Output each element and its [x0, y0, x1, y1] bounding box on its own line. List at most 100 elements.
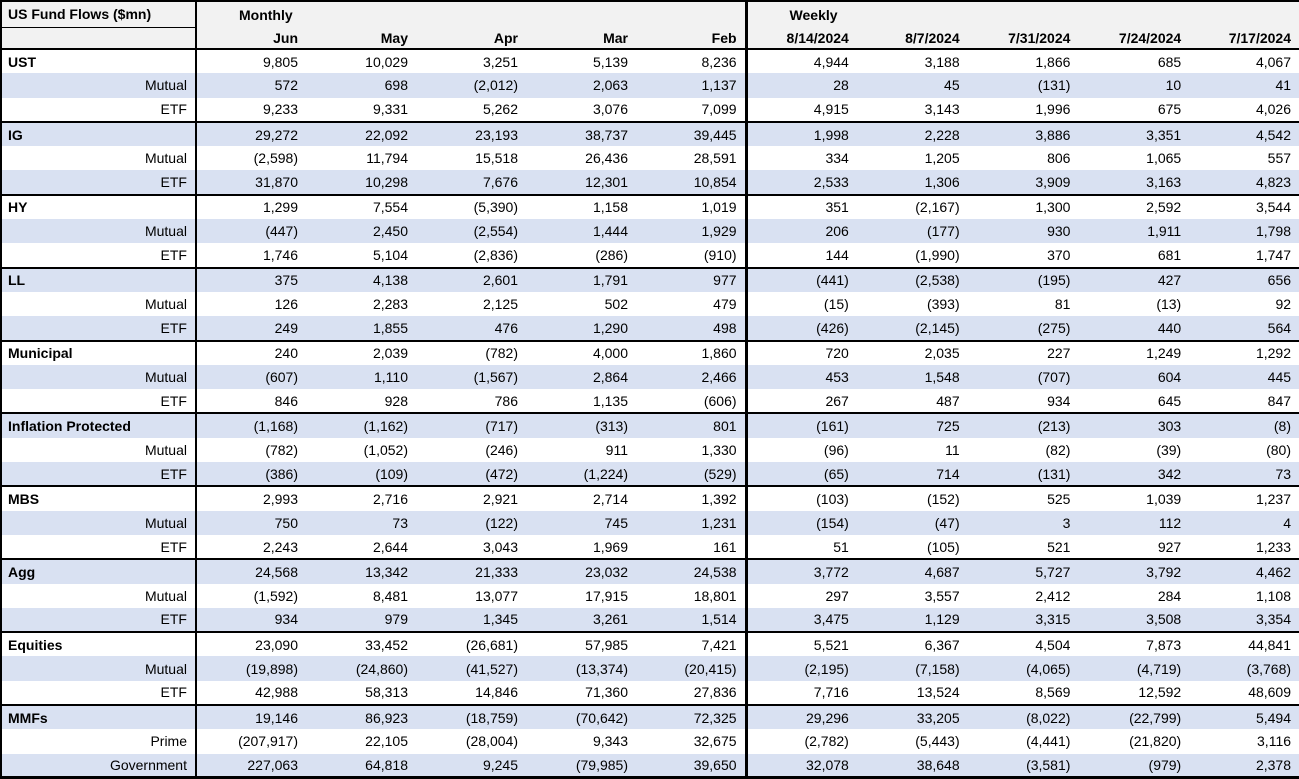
cell-value: 39,650	[636, 753, 748, 778]
cell-value: 681	[1157, 247, 1182, 264]
cell-value: 21,333	[416, 558, 526, 584]
row-label: Inflation Protected	[1, 412, 197, 438]
cell-value: 4,067	[1255, 53, 1292, 70]
cell-value: 27,836	[636, 680, 748, 706]
cell-value: 2,378	[1255, 757, 1292, 773]
cell-value: 979	[384, 611, 408, 628]
cell-value: (5,390)	[416, 193, 526, 220]
cell-value: 498	[636, 316, 748, 341]
cell-value: 112	[1158, 514, 1182, 531]
cell-value: 3,544	[1189, 193, 1299, 220]
cell-value: 44,841	[1189, 631, 1299, 657]
cell-value: 521	[1047, 538, 1071, 555]
cell-value: 73	[1275, 465, 1292, 482]
cell-value: (1,592)	[253, 587, 298, 604]
cell-value: (65)	[823, 465, 849, 482]
cell-value: 12,301	[585, 174, 628, 191]
sub-row-etf: ETF 249 1,855 476 1,290 498 (426) (2,145) (275) 4…	[1, 316, 1299, 341]
cell-value: 2,063	[592, 77, 628, 94]
cell-value: (782)	[265, 441, 298, 458]
cell-value: 15,518	[475, 150, 518, 167]
row-label: Mutual	[1, 219, 197, 244]
cell-value: 557	[1267, 150, 1292, 167]
cell-value: 8,236	[636, 49, 748, 74]
cell-value: 4,504	[967, 631, 1079, 657]
cell-value: 227,063	[247, 757, 298, 773]
cell-value: 801	[636, 412, 748, 438]
cell-value: 1,300	[967, 193, 1079, 220]
sub-row-etf: ETF 1,746 5,104 (2,836) (286) (910) 144 (1,990)…	[1, 243, 1299, 268]
row-label: Government	[1, 753, 197, 778]
cell-value: 847	[1267, 392, 1292, 409]
cell-value: (2,145)	[915, 319, 960, 336]
cell-value: 4,687	[856, 558, 968, 584]
cell-value: 445	[1267, 369, 1292, 385]
cell-value: 476	[494, 319, 518, 336]
cell-value: (2,012)	[473, 77, 518, 94]
cell-value: 572	[274, 77, 298, 94]
cell-value: 1,039	[1078, 485, 1190, 511]
cell-value: (131)	[1037, 465, 1071, 482]
cell-value: 9,233	[262, 101, 298, 118]
cell-value: 23,032	[526, 558, 636, 584]
cell-value: 1,855	[372, 319, 408, 336]
cell-value: 806	[1047, 150, 1071, 167]
row-label: ETF	[1, 680, 197, 706]
cell-value: 1,237	[1189, 485, 1299, 511]
cell-value: 81	[1054, 296, 1071, 313]
row-label: Prime	[1, 729, 197, 754]
cell-value: (207,917)	[238, 733, 298, 750]
cell-value: 3,772	[746, 558, 857, 584]
cell-value: (21,820)	[1129, 733, 1182, 750]
cell-value: 3,116	[1257, 733, 1292, 750]
cell-value: 38,737	[526, 120, 636, 147]
cell-value: 1,345	[482, 611, 518, 628]
row-label: MMFs	[1, 704, 197, 730]
cell-value: 9,805	[262, 53, 298, 70]
cell-value: 5,104	[372, 247, 408, 264]
cell-value: 525	[967, 485, 1079, 511]
cell-value: 48,609	[1248, 684, 1292, 701]
cell-value: 28,591	[636, 146, 748, 171]
cell-value: (5,443)	[915, 733, 960, 750]
cell-value: (286)	[595, 247, 628, 264]
cell-value: 73	[392, 514, 408, 531]
cell-value: 2,125	[482, 296, 518, 313]
cell-value: 2,921	[416, 485, 526, 511]
cell-value: 7,716	[813, 684, 849, 701]
category-row-ust: UST 9,805 10,029 3,251 5,139 8,236 4,944 3,188 1…	[1, 49, 1299, 74]
cell-value: (1,567)	[473, 369, 518, 385]
cell-value: 4,944	[813, 53, 849, 70]
cell-value: (2,554)	[473, 223, 518, 240]
cell-value: 7,554	[306, 193, 416, 220]
cell-value: 41	[1275, 77, 1292, 94]
cell-value: 4,462	[1189, 558, 1299, 584]
cell-value: (161)	[746, 412, 857, 438]
row-label: Mutual	[1, 364, 197, 390]
cell-value: 1,019	[636, 193, 748, 220]
cell-value: 7,421	[636, 631, 748, 657]
cell-value: 453	[825, 369, 849, 385]
table-header: US Fund Flows ($mn) Monthly Weekly Jun M…	[1, 1, 1299, 50]
cell-value: (7,158)	[915, 660, 960, 677]
row-label: LL	[1, 266, 197, 292]
sub-row-etf: ETF 846 928 786 1,135 (606) 267 487 934 645 847	[1, 389, 1299, 414]
cell-value: 5,139	[592, 53, 628, 70]
cell-value: 934	[274, 611, 298, 628]
cell-value: 39,445	[636, 120, 748, 147]
cell-value: 23,193	[416, 120, 526, 147]
cell-value: 2,466	[636, 364, 748, 390]
cell-value: 1,065	[1146, 150, 1182, 167]
row-label: MBS	[1, 485, 197, 511]
cell-value: 1,866	[1035, 53, 1071, 70]
row-label: Mutual	[1, 146, 197, 171]
cell-value: (1,052)	[363, 441, 408, 458]
cell-value: 1,137	[636, 73, 748, 98]
cell-value: 604	[1157, 369, 1182, 385]
row-label: ETF	[1, 170, 197, 195]
cell-value: 479	[636, 291, 748, 317]
cell-value: 342	[1157, 465, 1182, 482]
cell-value: 33,205	[856, 704, 968, 730]
cell-value: 725	[856, 412, 968, 438]
